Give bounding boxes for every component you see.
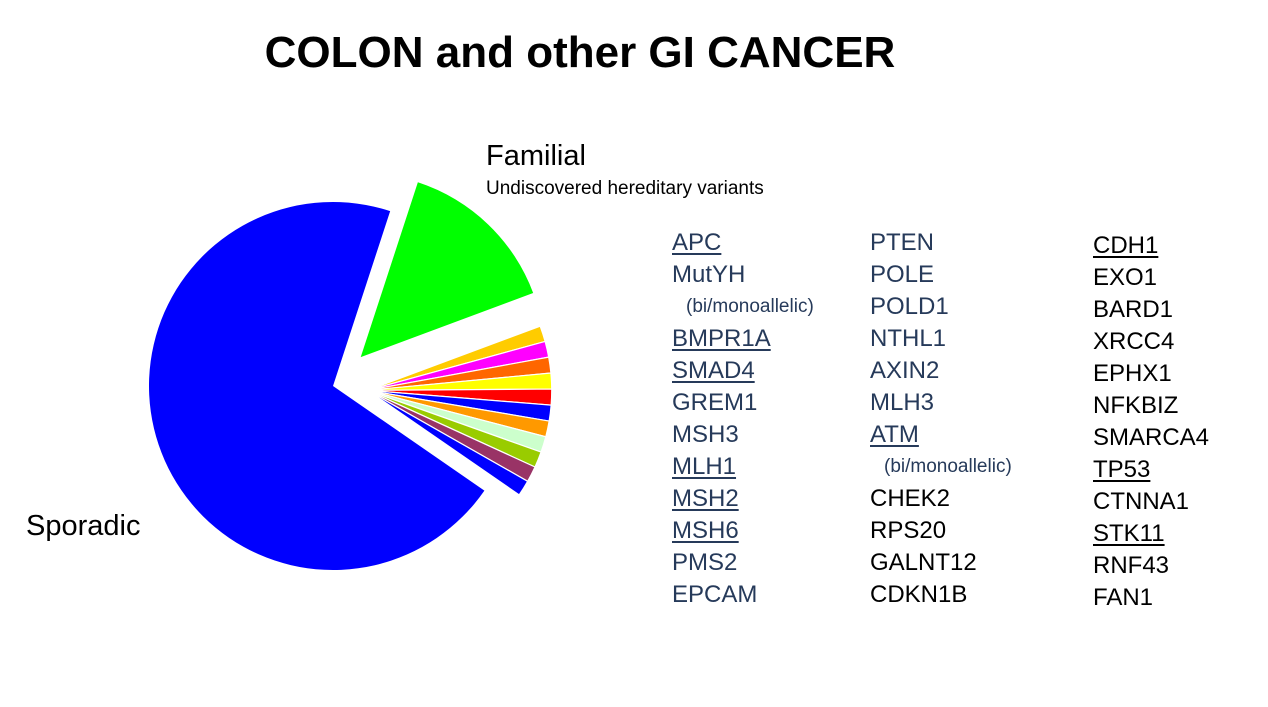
gene-item[interactable]: MSH6 (672, 516, 814, 548)
gene-column-1: APC MutYH (bi/monoallelic) BMPR1A SMAD4 GREM1… (672, 228, 814, 612)
gene-label: RNF43 (1093, 552, 1170, 579)
gene-label: GREM1 (672, 389, 758, 416)
gene-label: GALNT12 (870, 549, 977, 576)
gene-item: RPS20 (870, 516, 1012, 548)
gene-label: APC (672, 229, 722, 256)
gene-item[interactable]: STK11 (1093, 519, 1209, 551)
gene-item: FAN1 (1093, 583, 1209, 615)
gene-item: EXO1 (1093, 263, 1209, 295)
gene-label: PTEN (870, 229, 935, 256)
gene-label: (bi/monoallelic) (686, 296, 814, 317)
gene-label: BARD1 (1093, 296, 1174, 323)
gene-label: MSH3 (672, 421, 739, 448)
gene-item[interactable]: MLH1 (672, 452, 814, 484)
gene-item: CTNNA1 (1093, 487, 1209, 519)
gene-label: PMS2 (672, 549, 738, 576)
gene-item[interactable]: SMAD4 (672, 356, 814, 388)
gene-item: GALNT12 (870, 548, 1012, 580)
familial-label: Familial (486, 140, 586, 172)
gene-label: EPHX1 (1093, 360, 1172, 387)
sporadic-label: Sporadic (26, 510, 141, 542)
gene-item[interactable]: APC (672, 228, 814, 260)
gene-label: ATM (870, 421, 919, 448)
gene-item: AXIN2 (870, 356, 1012, 388)
gene-label: MSH2 (672, 485, 739, 512)
gene-item: EPCAM (672, 580, 814, 612)
gene-item: PTEN (870, 228, 1012, 260)
gene-item: SMARCA4 (1093, 423, 1209, 455)
gene-label: MLH3 (870, 389, 935, 416)
gene-label: NTHL1 (870, 325, 947, 352)
slide-title: COLON and other GI CANCER (264, 28, 896, 77)
gene-item[interactable]: MSH2 (672, 484, 814, 516)
gene-item: RNF43 (1093, 551, 1209, 583)
gene-label: TP53 (1093, 456, 1151, 483)
gene-item: NTHL1 (870, 324, 1012, 356)
gene-item[interactable]: CDH1 (1093, 231, 1209, 263)
gene-label: (bi/monoallelic) (884, 456, 1012, 477)
gene-item: EPHX1 (1093, 359, 1209, 391)
gene-label: AXIN2 (870, 357, 940, 384)
pie-slice-genes (367, 389, 529, 496)
gene-label: BMPR1A (672, 325, 771, 352)
gene-item[interactable]: TP53 (1093, 455, 1209, 487)
gene-label: MutYH (672, 261, 746, 288)
gene-item: CDKN1B (870, 580, 1012, 612)
gene-label: CHEK2 (870, 485, 951, 512)
gene-item: MutYH (672, 260, 814, 292)
gene-label: STK11 (1093, 520, 1165, 547)
gene-item: GREM1 (672, 388, 814, 420)
gene-item: MSH3 (672, 420, 814, 452)
undiscovered-label: Undiscovered hereditary variants (486, 178, 764, 199)
gene-item: NFKBIZ (1093, 391, 1209, 423)
gene-item[interactable]: ATM (870, 420, 1012, 452)
gene-label: EPCAM (672, 581, 758, 608)
gene-item: PMS2 (672, 548, 814, 580)
gene-item: MLH3 (870, 388, 1012, 420)
gene-label: RPS20 (870, 517, 947, 544)
gene-label: XRCC4 (1093, 328, 1175, 355)
gene-label: POLD1 (870, 293, 949, 320)
gene-column-2: PTEN POLE POLD1 NTHL1 AXIN2 MLH3 ATM (bi/monoal… (870, 228, 1012, 612)
gene-label: SMAD4 (672, 357, 755, 384)
gene-label: MSH6 (672, 517, 739, 544)
gene-label: CDKN1B (870, 581, 968, 608)
gene-item[interactable]: BMPR1A (672, 324, 814, 356)
gene-note: (bi/monoallelic) (870, 452, 1012, 484)
gene-label: MLH1 (672, 453, 737, 480)
gene-column-3: CDH1 EXO1 BARD1 XRCC4 EPHX1 NFKBIZ SMARCA4 TP53… (1093, 231, 1209, 615)
gene-label: CTNNA1 (1093, 488, 1190, 515)
gene-label: SMARCA4 (1093, 424, 1210, 451)
gene-item: POLD1 (870, 292, 1012, 324)
gene-label: EXO1 (1093, 264, 1158, 291)
gene-note: (bi/monoallelic) (672, 292, 814, 324)
gene-label: CDH1 (1093, 232, 1159, 259)
gene-item: BARD1 (1093, 295, 1209, 327)
gene-item: POLE (870, 260, 1012, 292)
pie-slice-sporadic (149, 201, 485, 570)
gene-item: CHEK2 (870, 484, 1012, 516)
gene-item: XRCC4 (1093, 327, 1209, 359)
gene-label: FAN1 (1093, 584, 1154, 611)
gene-label: POLE (870, 261, 935, 288)
gene-label: NFKBIZ (1093, 392, 1179, 419)
pie-slice-undiscovered (360, 182, 534, 358)
